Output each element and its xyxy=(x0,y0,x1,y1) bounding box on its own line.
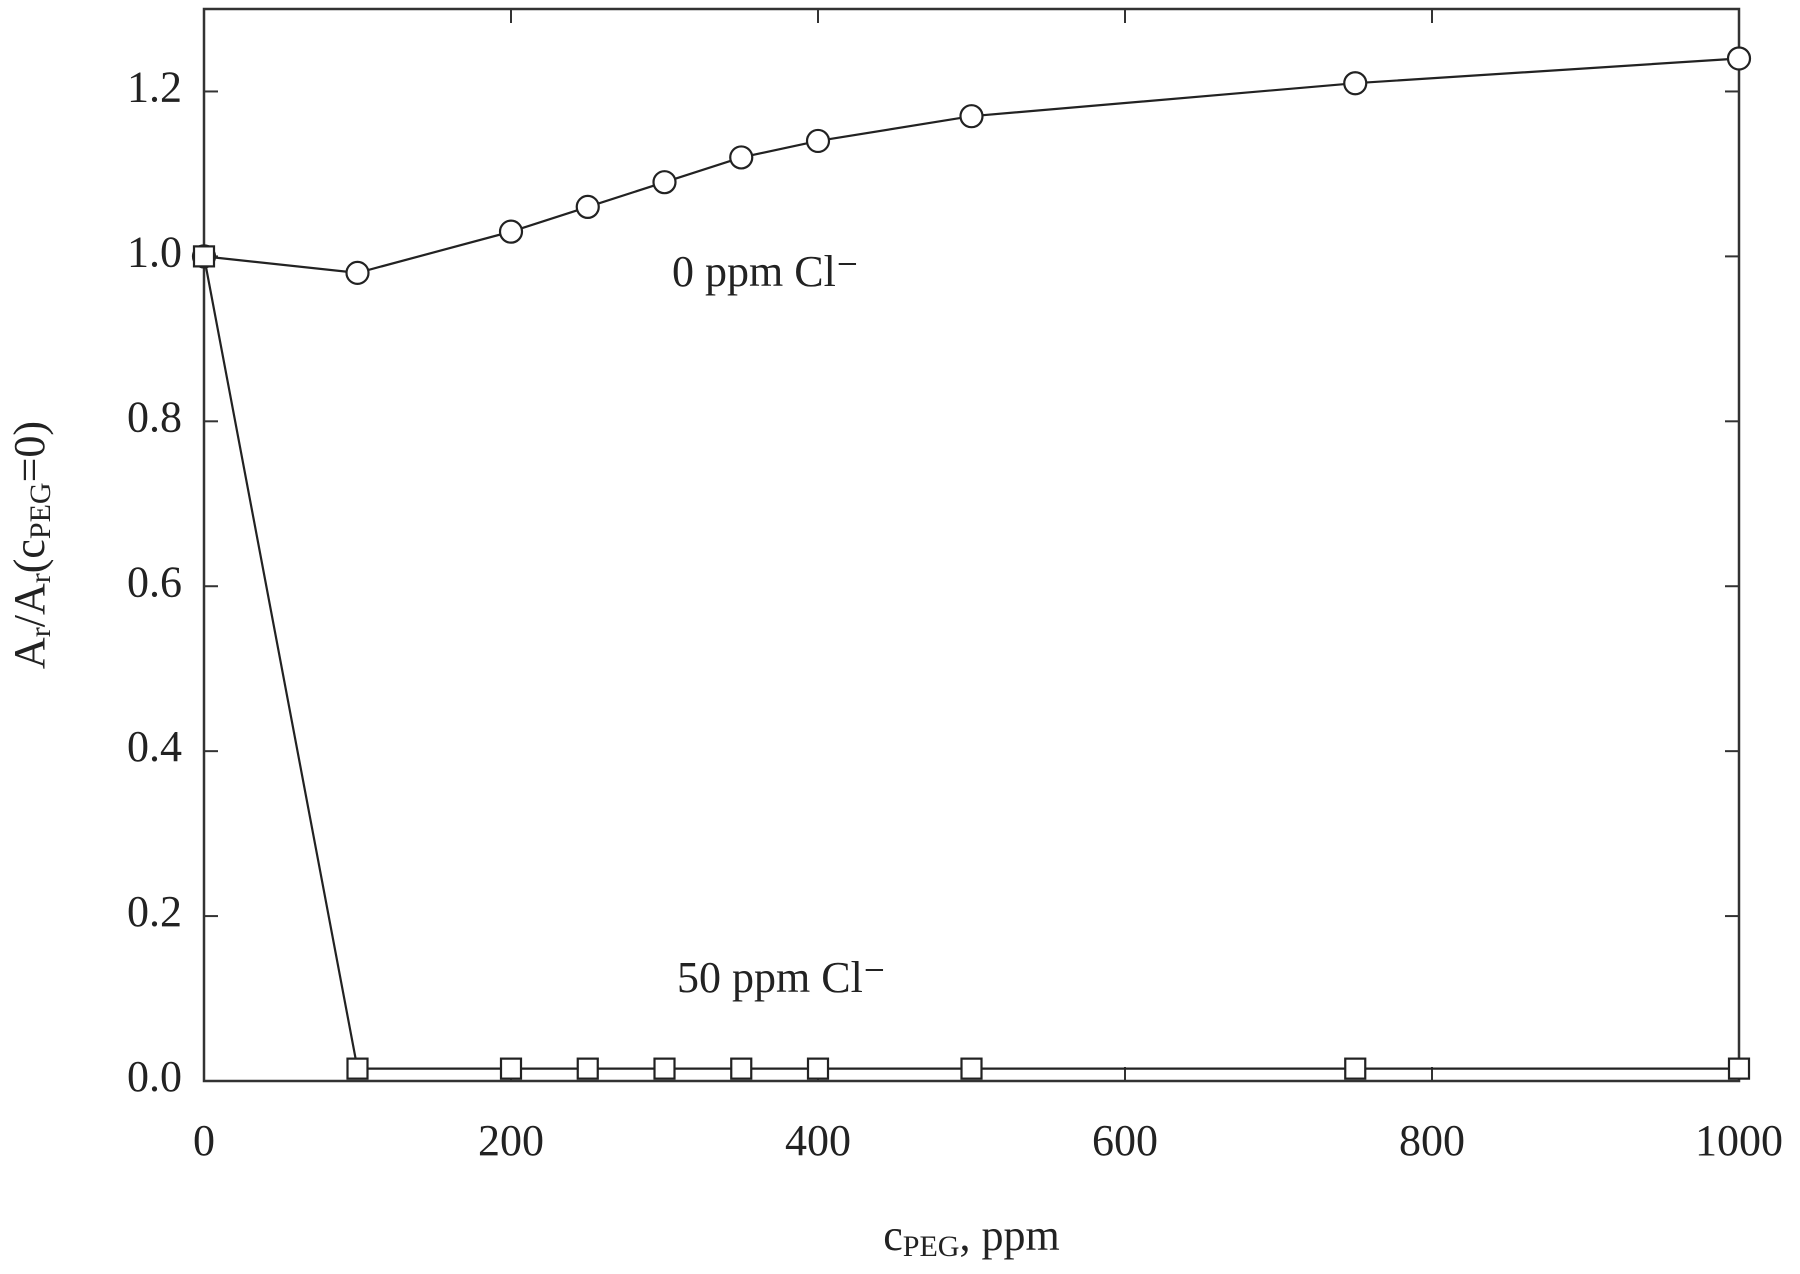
marker xyxy=(805,128,831,154)
x-axis-title-part: PEG xyxy=(903,1230,960,1263)
y-tick-label: 0.2 xyxy=(127,887,182,936)
marker xyxy=(1343,71,1368,96)
marker xyxy=(498,219,524,244)
marker xyxy=(729,145,754,170)
y-tick-label: 1.0 xyxy=(127,227,182,276)
x-tick-label: 0 xyxy=(193,1116,215,1165)
y-tick-label: 0.4 xyxy=(127,722,182,771)
marker xyxy=(652,170,677,195)
series-label: 50 ppm Cl⁻ xyxy=(677,953,886,1002)
marker xyxy=(346,1057,369,1080)
marker xyxy=(653,1057,676,1080)
marker xyxy=(575,194,600,220)
y-axis-title-part: A xyxy=(5,637,54,669)
marker xyxy=(730,1057,753,1080)
x-tick-label: 400 xyxy=(785,1116,851,1165)
y-axis-title: Ar/Ar(cPEG=0) xyxy=(5,421,57,669)
y-tick-label: 0.6 xyxy=(127,557,182,606)
series-line xyxy=(203,57,1740,274)
y-axis-title-part: PEG xyxy=(24,482,57,539)
marker xyxy=(1344,1057,1367,1080)
y-tick-label: 0.0 xyxy=(127,1052,182,1101)
x-axis-title-part: , ppm xyxy=(959,1211,1059,1260)
y-axis-title-part: r xyxy=(24,573,57,583)
marker xyxy=(192,245,216,268)
x-tick-label: 1000 xyxy=(1695,1116,1783,1165)
x-axis-title: cPEG, ppm xyxy=(883,1211,1059,1263)
marker xyxy=(576,1057,599,1080)
y-tick-label: 1.2 xyxy=(127,63,182,112)
x-tick-label: 200 xyxy=(478,1116,544,1165)
marker xyxy=(1727,1057,1751,1080)
y-axis-title-part: =0) xyxy=(5,421,54,482)
plot-frame xyxy=(202,7,1741,1083)
series-line xyxy=(202,256,1739,1070)
x-tick-label: 800 xyxy=(1399,1116,1465,1165)
y-axis-title-part: /A xyxy=(5,583,54,627)
marker xyxy=(499,1057,523,1080)
marker xyxy=(959,104,984,129)
y-axis-title-part: (c xyxy=(5,539,54,573)
marker xyxy=(1726,46,1752,71)
marker xyxy=(806,1057,830,1080)
series-label: 0 ppm Cl⁻ xyxy=(672,247,859,296)
x-tick-label: 600 xyxy=(1092,1116,1158,1165)
y-tick-label: 0.8 xyxy=(127,392,182,441)
x-axis-title-part: c xyxy=(883,1211,903,1260)
marker xyxy=(960,1057,983,1080)
y-axis-title-part: r xyxy=(24,627,57,637)
marker xyxy=(345,260,370,285)
